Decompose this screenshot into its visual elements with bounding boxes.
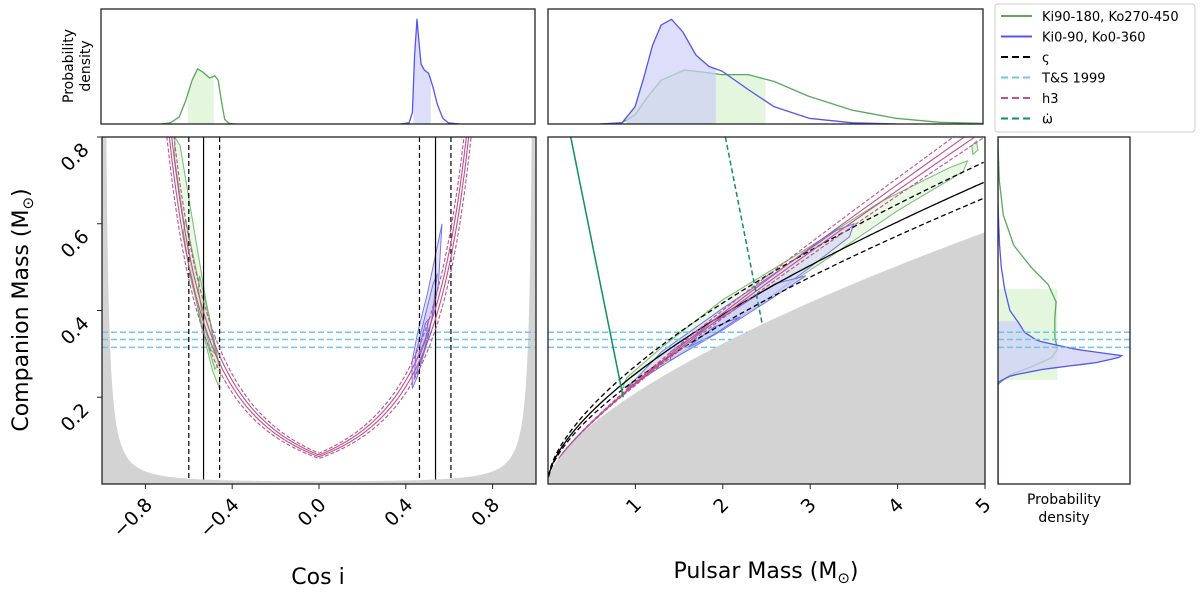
legend-label: ω̇ xyxy=(1042,113,1053,128)
green-density-curve xyxy=(998,138,1058,484)
x-axis-label-cosi: Cos i xyxy=(291,565,344,590)
forbidden-region xyxy=(548,232,985,484)
axes-frame xyxy=(547,136,986,485)
y-tick-label: 0.6 xyxy=(57,226,94,263)
blue-credible-shade xyxy=(413,19,431,124)
legend-label: ς xyxy=(1042,51,1050,66)
h3-curve xyxy=(171,137,467,456)
green-credible-shade xyxy=(187,68,214,124)
green-density-curve xyxy=(161,68,236,124)
blue-credible-shade xyxy=(998,321,1123,380)
x-tick-label: 0.4 xyxy=(380,494,417,531)
omegadot-line xyxy=(569,137,624,398)
x-tick-label: −0.8 xyxy=(109,494,157,542)
blue-density-curve xyxy=(998,138,1124,484)
x-tick-label: 2 xyxy=(709,494,733,518)
blue-credible-shade xyxy=(626,19,716,124)
y-tick-label: 0.2 xyxy=(57,399,94,436)
legend-label: T&S 1999 xyxy=(1041,72,1106,87)
legend-box xyxy=(994,3,1196,133)
plot-area xyxy=(102,137,536,484)
h3-curve xyxy=(562,137,985,454)
x-tick-label: 4 xyxy=(884,494,908,518)
h3-curve xyxy=(168,137,470,458)
y-tick-label: 0.4 xyxy=(57,312,94,349)
h3-curve xyxy=(166,137,472,459)
legend: Ki90-180, Ko270-450 Ki0-90, Ko0-360 ς T&S 1… xyxy=(994,3,1196,133)
y-tick-label: 0.8 xyxy=(57,139,94,176)
side-xlabel-line1: Probability xyxy=(1027,492,1101,508)
y-axis-label-companion-mass: Companion Mass (M⊙) xyxy=(9,188,37,431)
x-tick-label: 1 xyxy=(622,494,646,518)
blue-density-curve xyxy=(400,18,460,124)
plot-area xyxy=(161,18,460,124)
axes-frame xyxy=(100,8,536,125)
axes-frame xyxy=(997,136,1131,485)
h3-curve xyxy=(173,137,465,454)
x-tick-label: 3 xyxy=(797,494,821,518)
axes-frame xyxy=(101,136,537,485)
x-axis-label-pulsar-mass: Pulsar Mass (M⊙) xyxy=(673,559,858,587)
axes-frame xyxy=(547,8,984,125)
plot-area xyxy=(998,138,1130,484)
plot-area xyxy=(548,137,985,484)
varsigma-dashed-curve xyxy=(548,197,984,478)
legend-label: h3 xyxy=(1042,92,1059,107)
top-right-density-panel xyxy=(547,8,984,125)
top-ylabel-line2: density xyxy=(78,40,94,91)
top-left-density-panel xyxy=(100,8,536,125)
pulsar-companion-mass-panel: 1 2 3 4 5 xyxy=(547,136,996,518)
side-density-panel xyxy=(997,136,1131,485)
plot-area xyxy=(600,18,983,124)
green-contour xyxy=(971,140,979,156)
top-ylabel-line1: Probability xyxy=(61,29,77,103)
cosi-companion-mass-panel: −0.8 −0.4 0.0 0.4 0.8 0.2 0.4 0.6 0.8 xyxy=(57,136,537,542)
x-tick-label: −0.4 xyxy=(196,494,244,542)
x-tick-label: 0.0 xyxy=(294,494,331,531)
x-tick-label: 5 xyxy=(971,494,995,518)
legend-label: Ki90-180, Ko270-450 xyxy=(1042,10,1179,25)
legend-label: Ki0-90, Ko0-360 xyxy=(1042,31,1146,46)
forbidden-region xyxy=(102,137,536,484)
x-tick-label: 0.8 xyxy=(467,494,504,531)
blue-density-curve xyxy=(600,18,897,124)
side-xlabel-line2: density xyxy=(1038,510,1089,526)
